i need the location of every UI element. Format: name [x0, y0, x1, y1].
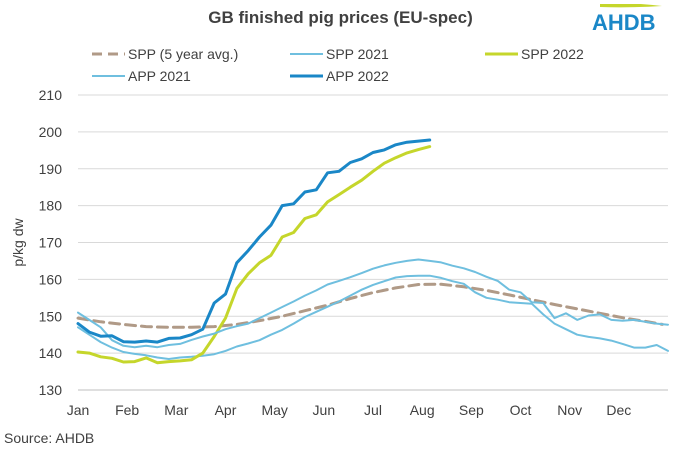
x-tick-label: Nov — [557, 402, 582, 418]
source-note: Source: AHDB — [4, 430, 95, 446]
y-tick-label: 150 — [39, 308, 63, 324]
ahdb-logo: AHDB — [592, 4, 662, 35]
legend-label: APP 2022 — [326, 68, 389, 84]
logo-swoosh-icon — [600, 4, 662, 8]
x-tick-label: May — [261, 402, 287, 418]
y-tick-label: 170 — [39, 235, 63, 251]
series-line-spp-5-year-avg- — [76, 282, 664, 329]
y-tick-label: 180 — [39, 198, 63, 214]
x-tick-label: Feb — [115, 402, 139, 418]
legend-label: SPP 2022 — [521, 46, 584, 62]
legend-label: APP 2021 — [128, 68, 191, 84]
x-tick-label: Jun — [313, 402, 336, 418]
x-tick-label: Oct — [510, 402, 532, 418]
y-tick-label: 200 — [39, 124, 63, 140]
y-tick-label: 140 — [39, 345, 63, 361]
x-tick-label: Aug — [410, 402, 435, 418]
chart-title: GB finished pig prices (EU-spec) — [208, 8, 473, 27]
legend-label: SPP (5 year avg.) — [128, 46, 238, 62]
y-tick-label: 210 — [39, 87, 63, 103]
series-line-app-2021 — [77, 258, 669, 349]
series-line-app-2022 — [76, 138, 432, 344]
x-tick-label: Jul — [364, 402, 382, 418]
y-tick-label: 190 — [39, 161, 63, 177]
series-line-spp-2022 — [76, 145, 432, 365]
x-tick-label: Sep — [459, 402, 484, 418]
x-tick-label: Mar — [164, 402, 188, 418]
y-tick-label: 160 — [39, 271, 63, 287]
x-tick-label: Jan — [67, 402, 90, 418]
y-tick-label: 130 — [39, 382, 63, 398]
y-axis-label: p/kg dw — [10, 217, 26, 266]
logo-text: AHDB — [592, 10, 656, 35]
x-tick-label: Dec — [606, 402, 631, 418]
series-line-spp-2021 — [77, 274, 669, 360]
x-tick-label: Apr — [215, 402, 237, 418]
legend-label: SPP 2021 — [326, 46, 389, 62]
